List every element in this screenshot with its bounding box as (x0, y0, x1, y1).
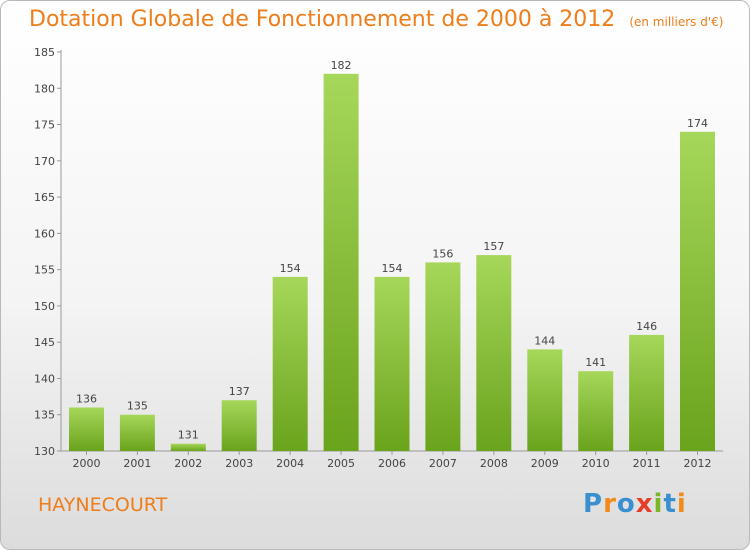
y-tick-label: 135 (34, 409, 55, 422)
logo-letter: r (603, 489, 617, 519)
bar-value-label: 154 (280, 262, 301, 275)
bar (69, 407, 104, 451)
bar (119, 414, 155, 451)
bar (170, 443, 206, 451)
x-tick-label: 2010 (582, 457, 610, 470)
y-tick-label: 150 (34, 300, 55, 313)
y-tick-label: 130 (34, 445, 55, 458)
y-tick-label: 180 (34, 82, 55, 95)
bar-value-label: 146 (636, 320, 657, 333)
y-tick-label: 185 (34, 46, 55, 59)
bar (323, 73, 359, 452)
x-tick-label: 2005 (327, 457, 355, 470)
bar (374, 276, 410, 451)
bar-value-label: 141 (585, 356, 606, 369)
logo-letter: t (663, 489, 677, 519)
x-tick-label: 2011 (633, 457, 661, 470)
bar-value-label: 182 (331, 59, 352, 72)
x-tick-label: 2003 (225, 457, 253, 470)
bar (629, 334, 665, 451)
bar-value-label: 174 (687, 117, 708, 130)
bar (425, 262, 461, 451)
bar-value-label: 131 (178, 429, 199, 442)
logo-letter: i (653, 489, 664, 519)
bar (527, 349, 563, 451)
chart-title: Dotation Globale de Fonctionnement de 20… (29, 7, 723, 32)
bar-value-label: 154 (382, 262, 403, 275)
commune-name: HAYNECOURT (38, 494, 168, 516)
bar (476, 255, 512, 451)
y-tick-label: 160 (34, 227, 55, 240)
logo-letter: i (676, 489, 687, 519)
x-tick-label: 2000 (72, 457, 100, 470)
y-tick-label: 140 (34, 372, 55, 385)
x-tick-label: 2007 (429, 457, 457, 470)
y-tick-label: 165 (34, 191, 55, 204)
bar (221, 400, 257, 451)
y-tick-label: 175 (34, 119, 55, 132)
chart-title-text: Dotation Globale de Fonctionnement de 20… (29, 7, 616, 32)
y-tick-label: 170 (34, 155, 55, 168)
logo-letter: P (583, 489, 604, 519)
bar-value-label: 156 (432, 247, 453, 260)
x-tick-label: 2009 (531, 457, 559, 470)
logo-letter: o (616, 489, 636, 519)
x-tick-label: 2006 (378, 457, 406, 470)
bar-value-label: 157 (483, 240, 504, 253)
x-tick-label: 2004 (276, 457, 304, 470)
x-tick-label: 2001 (123, 457, 151, 470)
x-tick-label: 2012 (684, 457, 712, 470)
y-tick-label: 155 (34, 264, 55, 277)
axes: 130 135 140 145 150 155 160 165 170 175 180 185 (34, 46, 723, 458)
bar (578, 371, 614, 451)
bar-value-label: 135 (127, 400, 148, 413)
bars: 136 2000 135 2001 131 2002 137 2003 154 2004 182 20… (69, 59, 715, 470)
bar-value-label: 137 (229, 385, 250, 398)
x-tick-label: 2002 (174, 457, 202, 470)
bar (680, 131, 715, 452)
proxiti-logo[interactable]: Proxiti (583, 489, 687, 519)
bar (272, 276, 308, 451)
bar-value-label: 136 (76, 393, 97, 406)
y-tick-label: 145 (34, 336, 55, 349)
logo-letter: x (635, 489, 654, 519)
bar-value-label: 144 (534, 334, 555, 347)
x-tick-label: 2008 (480, 457, 508, 470)
chart-unit: (en milliers d'€) (629, 15, 724, 29)
